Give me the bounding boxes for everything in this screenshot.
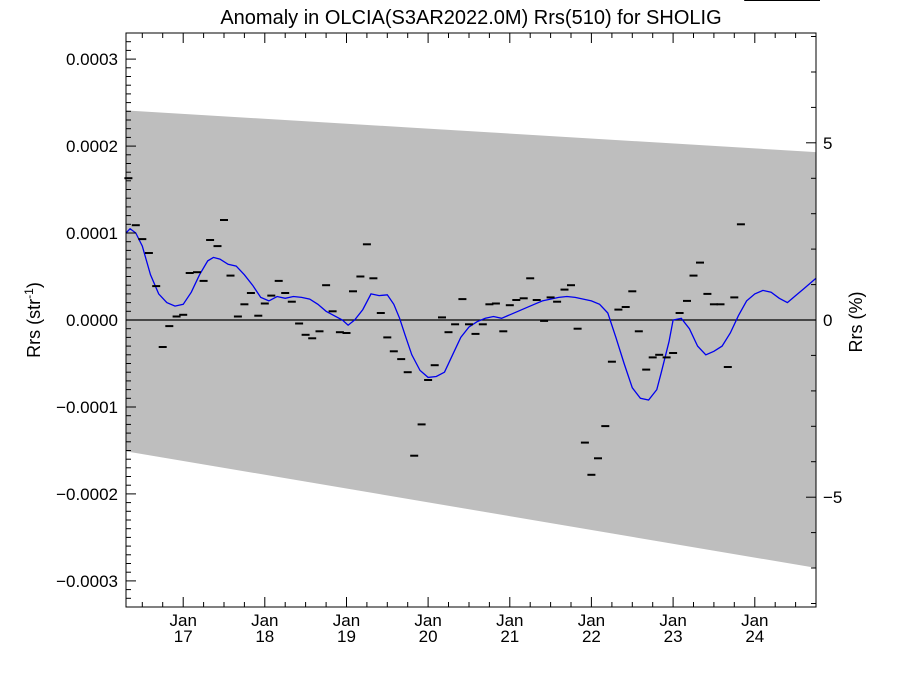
x-tick-month-5: Jan [578, 611, 605, 630]
y-axis-label-sup: -1 [22, 288, 36, 299]
points-layer [124, 0, 820, 476]
x-tick-year-5: 22 [582, 627, 601, 646]
y-axis-label: Rrs (str-1) [22, 282, 44, 358]
x-tick-month-7: Jan [741, 611, 768, 630]
y-tick-label-6: −0.0003 [56, 572, 118, 591]
y2-axis-label: Rrs (%) [846, 292, 866, 353]
x-tick-year-2: 19 [337, 627, 356, 646]
x-tick-month-3: Jan [414, 611, 441, 630]
y-tick-label-1: 0.0002 [66, 137, 118, 156]
uncertainty-band [126, 110, 816, 568]
smooth-layer [125, 227, 817, 401]
band-layer [126, 110, 816, 568]
x-tick-year-3: 20 [419, 627, 438, 646]
smoothed-series-line [125, 227, 817, 401]
y-tick-label-0: 0.0003 [66, 50, 118, 69]
y-tick-label-5: −0.0002 [56, 485, 118, 504]
x-tick-month-1: Jan [251, 611, 278, 630]
y-tick-label-3: 0.0000 [66, 311, 118, 330]
x-tick-year-1: 18 [255, 627, 274, 646]
y2-tick-label-0: 5 [823, 134, 832, 153]
x-tick-month-0: Jan [169, 611, 196, 630]
x-tick-month-4: Jan [496, 611, 523, 630]
x-tick-year-6: 23 [664, 627, 683, 646]
x-tick-year-7: 24 [745, 627, 764, 646]
y-axis-label-main: Rrs (str [24, 299, 44, 358]
y2-tick-label-2: −5 [823, 488, 842, 507]
y-tick-label-4: −0.0001 [56, 398, 118, 417]
chart-title: Anomaly in OLCIA(S3AR2022.0M) Rrs(510) f… [220, 7, 721, 29]
y2-tick-label-1: 0 [823, 311, 832, 330]
y-axis-label-suffix: ) [24, 282, 44, 288]
x-tick-year-0: 17 [174, 627, 193, 646]
y-tick-label-2: 0.0001 [66, 224, 118, 243]
x-tick-year-4: 21 [500, 627, 519, 646]
x-tick-month-6: Jan [659, 611, 686, 630]
ticks-layer: 0.0003 0.0002 0.0001 0.0000 −0.0001 −0.0002 −0… [56, 33, 842, 646]
x-tick-month-2: Jan [333, 611, 360, 630]
